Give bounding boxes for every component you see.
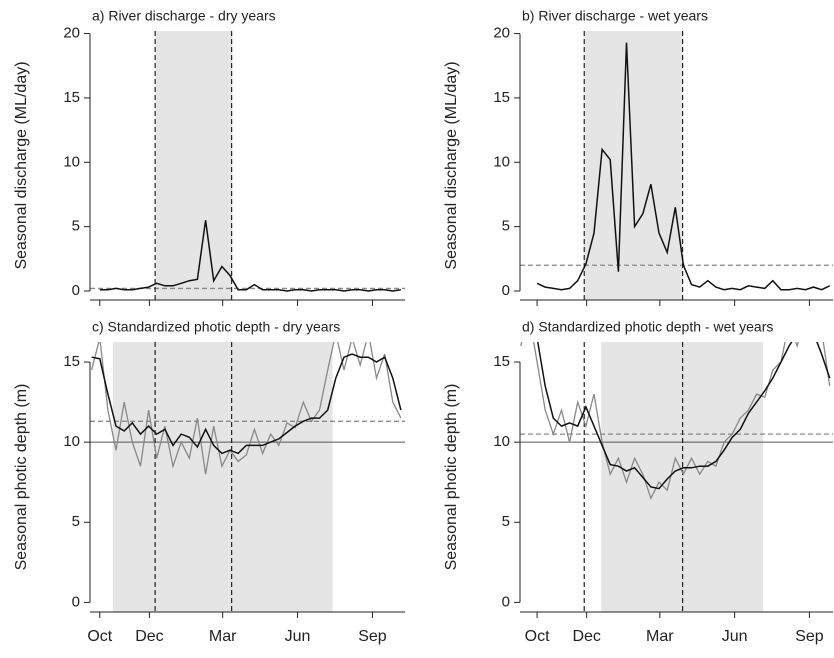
x-tick-label: Jun (722, 628, 748, 645)
x-tick-label: Mar (646, 628, 674, 645)
y-axis-label: Seasonal discharge (ML/day) (13, 61, 30, 269)
x-tick-label: Sep (358, 628, 387, 645)
x-tick-label: Jun (285, 628, 311, 645)
series-line (90, 342, 402, 475)
y-tick-label: 5 (72, 218, 80, 235)
y-tick-label: 20 (493, 25, 510, 42)
y-tick-label: 0 (502, 593, 510, 610)
x-tick-label: Sep (795, 628, 824, 645)
x-tick-label: Mar (209, 628, 237, 645)
series-line (99, 220, 402, 292)
y-axis-label: Seasonal photic depth (m) (443, 384, 460, 571)
panel: 0 5 10 15 Oct Dec Mar Jun Sep d) Standardized pho… (443, 319, 833, 645)
shade (584, 31, 683, 300)
x-tick-label: Oct (87, 628, 112, 645)
shade (112, 342, 333, 612)
y-axis-label: Seasonal photic depth (m) (13, 384, 30, 571)
y-tick-label: 10 (493, 153, 510, 170)
x-tick-label: Dec (135, 628, 163, 645)
y-tick-label: 10 (63, 153, 80, 170)
series-line (537, 342, 831, 490)
y-tick-label: 0 (72, 593, 80, 610)
series-line (91, 353, 402, 455)
y-tick-label: 0 (72, 282, 80, 299)
y-tick-label: 20 (63, 25, 80, 42)
y-tick-label: 5 (72, 513, 80, 530)
panel: 0 5 10 15 20 a) River discharge - dry years Se… (13, 8, 405, 306)
panel: 0 5 10 15 Oct Dec Mar Jun Sep c) Standardized pho… (13, 319, 405, 645)
panel-title: d) Standardized photic depth - wet years (522, 319, 773, 335)
y-tick-label: 15 (63, 353, 80, 370)
x-tick-label: Dec (572, 628, 600, 645)
y-axis-label: Seasonal discharge (ML/day) (443, 61, 460, 269)
y-tick-label: 15 (493, 89, 510, 106)
y-tick-label: 15 (493, 353, 510, 370)
panel-title: c) Standardized photic depth - dry years (92, 319, 340, 335)
panel: 0 5 10 15 20 b) River discharge - wet years Se… (443, 8, 833, 306)
y-tick-label: 15 (63, 89, 80, 106)
y-tick-label: 5 (502, 513, 510, 530)
panel-title: b) River discharge - wet years (522, 8, 708, 24)
y-tick-label: 10 (63, 433, 80, 450)
series-line (536, 42, 831, 291)
y-tick-label: 0 (502, 282, 510, 299)
panel-title: a) River discharge - dry years (92, 8, 276, 24)
shade (155, 31, 232, 300)
series-line (520, 342, 831, 500)
y-tick-label: 5 (502, 218, 510, 235)
y-tick-label: 10 (493, 433, 510, 450)
x-tick-label: Oct (525, 628, 550, 645)
